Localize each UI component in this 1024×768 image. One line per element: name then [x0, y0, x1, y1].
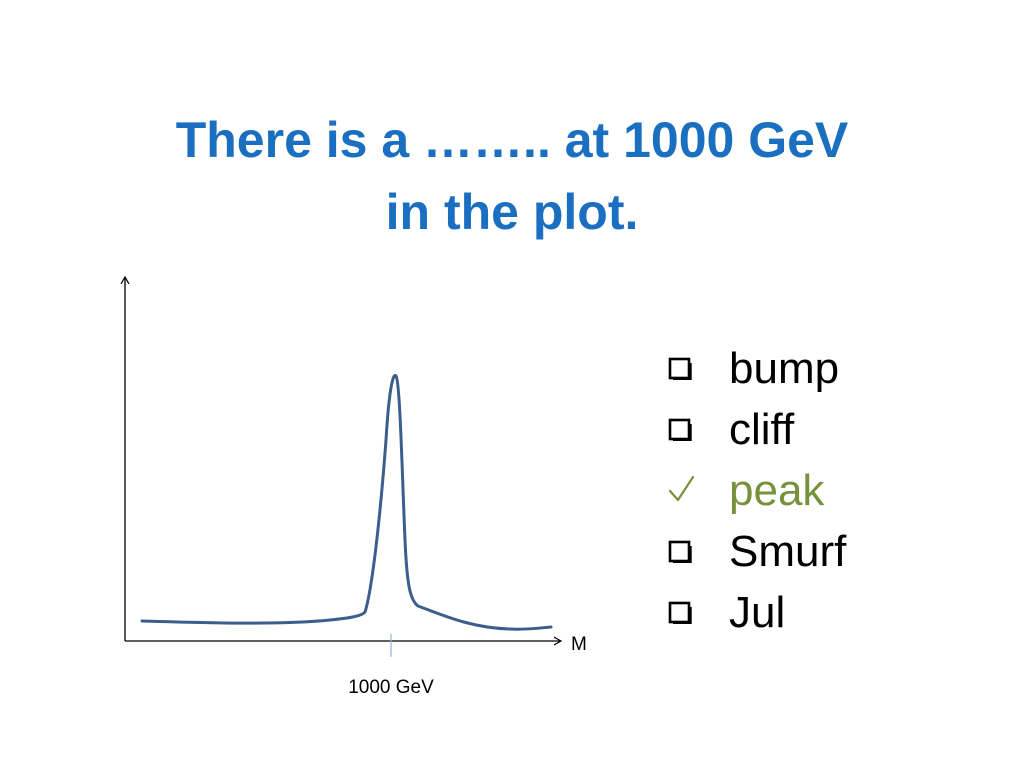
- resonance-curve: [140, 373, 553, 631]
- checkbox-icon[interactable]: [668, 354, 694, 380]
- option-label: bump: [729, 344, 840, 393]
- checkbox-icon[interactable]: [668, 598, 694, 624]
- option-label: peak: [729, 466, 825, 515]
- x-tick-label: 1000 GeV: [348, 677, 434, 698]
- checkbox-icon[interactable]: [668, 537, 694, 563]
- checkbox-icon[interactable]: [668, 415, 694, 441]
- x-axis-label: M: [571, 634, 587, 655]
- title-line-1: There is a …….. at 1000 GeV: [175, 112, 849, 168]
- slide-title: There is a …….. at 1000 GeV in the plot.: [0, 104, 1024, 248]
- title-line-2: in the plot.: [385, 184, 639, 240]
- option-label: cliff: [729, 405, 795, 454]
- option-label: Smurf: [729, 527, 847, 576]
- option-label: Jul: [729, 588, 786, 637]
- checkmark-icon[interactable]: [668, 476, 694, 502]
